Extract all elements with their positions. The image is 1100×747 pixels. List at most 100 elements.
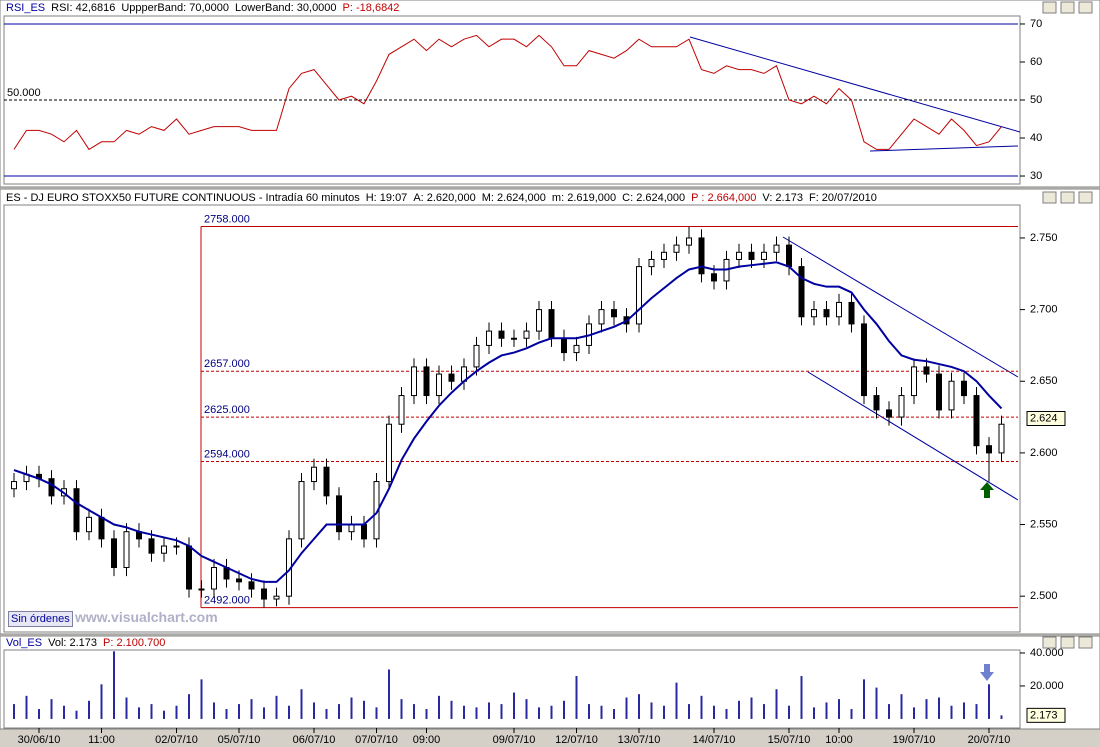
volume-bar <box>938 697 940 719</box>
volume-bar <box>663 705 665 719</box>
candle-body <box>248 581 255 590</box>
trendline <box>689 36 1021 133</box>
volume-bar <box>1000 715 1003 719</box>
button[interactable] <box>1060 191 1075 204</box>
volume-bar <box>500 704 503 719</box>
volume-panel <box>0 635 1100 730</box>
volume-bar <box>400 699 403 719</box>
header-item: P: 2.100.700 <box>103 637 166 649</box>
candle-body <box>711 273 717 282</box>
header-item: A: 2.620,000 <box>413 192 476 204</box>
candle-body <box>736 251 742 260</box>
candle-body <box>486 330 492 346</box>
volume-bar <box>438 695 440 719</box>
volume-bar <box>675 682 678 719</box>
button[interactable] <box>1060 1 1075 14</box>
button[interactable] <box>1042 1 1057 14</box>
volume-bar <box>813 707 815 719</box>
level-label: 2758.000 <box>204 213 250 225</box>
volume-bar <box>88 700 90 719</box>
orders-button[interactable]: Sin órdenes <box>8 611 73 627</box>
trendlines <box>689 36 1021 501</box>
volume-bar <box>963 702 965 719</box>
last-value-box <box>1026 411 1066 426</box>
volume-bar <box>175 705 178 719</box>
volume-bar <box>138 707 140 719</box>
candle-body <box>323 466 330 497</box>
button[interactable] <box>1060 636 1075 649</box>
volume-bar <box>925 699 928 719</box>
volume-bar <box>888 704 890 719</box>
candle-body <box>148 538 155 554</box>
candle-body <box>848 301 855 325</box>
header-item: P : 2.664,000 <box>691 192 757 204</box>
candle-body <box>186 545 192 590</box>
candle-body <box>498 330 505 339</box>
x-tick-label: 05/07/10 <box>218 734 261 746</box>
candle-body <box>398 395 405 425</box>
volume-bar <box>750 697 753 719</box>
y-tick-label: 2.650 <box>1030 375 1058 387</box>
volume-bar <box>338 704 340 719</box>
level-label: 2492.000 <box>204 595 250 607</box>
volume-bar <box>550 705 553 719</box>
y-tick-label: 2.500 <box>1030 590 1058 602</box>
candle-body <box>448 373 455 382</box>
volume-bar <box>75 710 78 719</box>
volume-bar <box>150 704 153 719</box>
volume-frame <box>3 649 1021 729</box>
volume-bar <box>950 705 953 719</box>
y-tick-label: 2.550 <box>1030 518 1058 530</box>
x-tick-label: 02/07/10 <box>155 734 198 746</box>
price-panel <box>0 188 1100 635</box>
candle-body <box>748 251 755 260</box>
volume-bar <box>900 694 903 719</box>
volume-bar <box>263 707 265 719</box>
button[interactable] <box>1078 1 1093 14</box>
y-tick-label: 30 <box>1030 170 1042 182</box>
button[interactable] <box>1078 636 1093 649</box>
volume-bar <box>113 651 115 719</box>
y-tick-label: 2.700 <box>1030 304 1058 316</box>
candle-body <box>273 595 280 600</box>
button[interactable] <box>1078 191 1093 204</box>
candle-body <box>161 545 167 554</box>
panel-header: Vol_ES Vol: 2.173 P: 2.100.700 <box>6 636 165 650</box>
candle-body <box>948 380 955 411</box>
candle-body <box>423 366 430 397</box>
rsi-panel <box>0 0 1100 188</box>
header-item: P: -18,6842 <box>342 2 400 14</box>
candle-body <box>173 545 180 548</box>
volume-bar <box>638 694 640 719</box>
button[interactable] <box>1042 636 1057 649</box>
candle-body <box>548 309 555 339</box>
volume-bar <box>613 709 615 719</box>
window-buttons <box>1042 1 1093 649</box>
candle-body <box>336 495 342 533</box>
volume-bar <box>463 705 465 719</box>
trendline <box>869 145 1019 152</box>
last-value-label: 2.173 <box>1030 709 1058 721</box>
candle-body <box>786 244 792 268</box>
level-label: 2594.000 <box>204 448 250 460</box>
candle-body <box>261 588 267 600</box>
candle-body <box>673 244 680 253</box>
x-tick-label: 10:00 <box>825 734 853 746</box>
header-item: H: 19:07 <box>365 192 408 204</box>
header-item: UppperBand: 70,0000 <box>121 2 230 14</box>
volume-bar <box>538 707 540 719</box>
volume-bar <box>313 702 315 719</box>
candle-body <box>773 244 780 253</box>
candle-body <box>311 466 317 483</box>
candle-body <box>936 373 942 411</box>
candle-body <box>861 323 867 397</box>
price-frame <box>3 204 1021 633</box>
volume-bar <box>325 709 328 719</box>
candle-body <box>536 309 542 332</box>
candle-body <box>11 481 17 490</box>
y-tick-label: 40 <box>1030 132 1042 144</box>
candle-body <box>573 344 580 354</box>
button[interactable] <box>1042 191 1057 204</box>
